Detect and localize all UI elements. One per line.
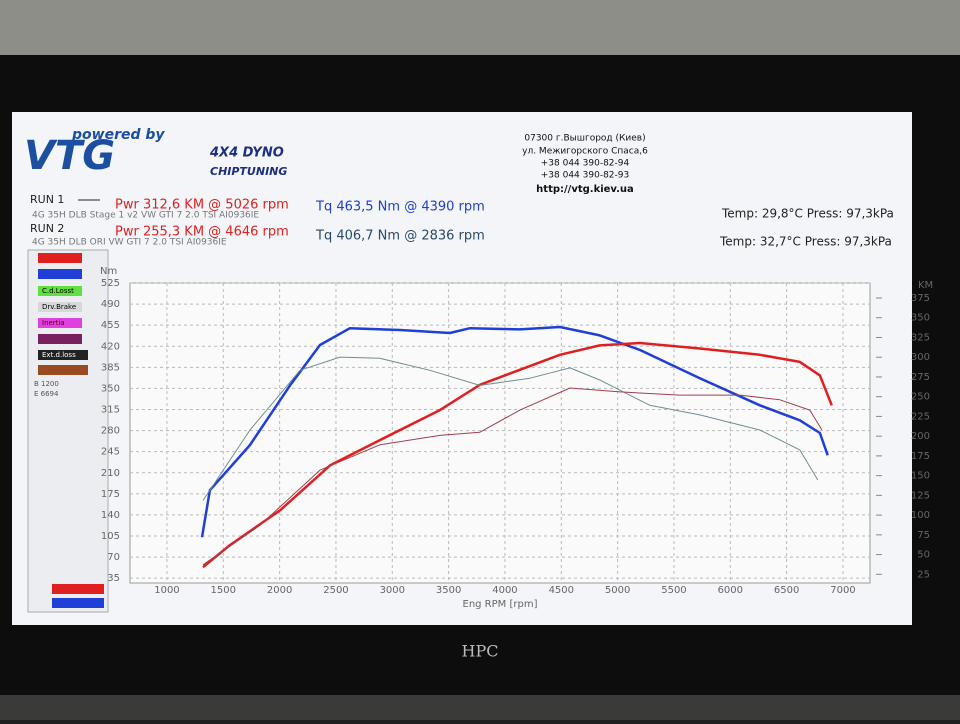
- y2-axis-label: KM: [918, 280, 933, 291]
- y-tick-label: 70: [107, 552, 120, 563]
- plot-area: [129, 282, 871, 584]
- y-tick-label: 315: [101, 405, 120, 416]
- address-line: 07300 г.Вышгород (Киев): [524, 134, 645, 144]
- monitor-brand: HPC: [462, 642, 499, 661]
- x-tick-label: 6000: [718, 585, 743, 596]
- address-link: http://vtg.kiev.ua: [536, 184, 634, 195]
- chiptuning-label: CHIPTUNING: [210, 165, 287, 178]
- y-tick-label: 245: [101, 447, 120, 458]
- y2-tick-label: 300: [911, 352, 930, 363]
- run-conditions: Temp: 32,7°C Press: 97,3kPa: [719, 235, 892, 249]
- y2-tick-label: 250: [911, 392, 930, 403]
- legend-swatch[interactable]: [38, 253, 82, 263]
- y2-tick-label: 350: [911, 313, 930, 324]
- y2-tick-label: 125: [911, 490, 930, 501]
- y-tick-label: 280: [101, 426, 120, 437]
- y2-tick-label: 275: [911, 372, 930, 383]
- y2-tick-label: 50: [917, 550, 930, 561]
- x-tick-label: 7000: [830, 585, 855, 596]
- x-tick-label: 2500: [323, 585, 348, 596]
- x-tick-label: 1000: [154, 585, 179, 596]
- run-conditions: Temp: 29,8°C Press: 97,3kPa: [721, 207, 894, 221]
- run-label: RUN 2: [30, 222, 64, 235]
- legend-swatch[interactable]: [52, 584, 104, 594]
- y2-tick-label: 150: [911, 471, 930, 482]
- address-line: ул. Межигорского Спаса,6: [522, 147, 648, 157]
- run-torque: Tq 406,7 Nm @ 2836 rpm: [315, 229, 485, 244]
- data-line: [200, 325, 829, 538]
- panel-note: E 6694: [34, 390, 59, 398]
- x-tick-label: 3500: [436, 585, 461, 596]
- address: 07300 г.Вышгород (Киев) ул. Межигорского…: [522, 134, 648, 196]
- run-power: Pwr 255,3 KM @ 4646 rpm: [115, 225, 289, 240]
- run-car: 4G 35H DLB ORI VW GTI 7 2.0 TSI AI0936IE: [32, 238, 227, 248]
- y-tick-label: 350: [101, 383, 120, 394]
- y-tick-label: 35: [107, 573, 120, 584]
- address-line: +38 044 390-82-93: [541, 171, 629, 181]
- y2-tick-label: 100: [911, 510, 930, 521]
- y-tick-label: 455: [101, 320, 120, 331]
- data-line: [202, 387, 823, 566]
- y-tick-label: 140: [101, 510, 120, 521]
- x-tick-label: 4500: [549, 585, 574, 596]
- x-tick-label: 3000: [380, 585, 405, 596]
- panel-button[interactable]: [38, 302, 82, 312]
- wall: [0, 0, 960, 55]
- legend-swatch[interactable]: [38, 269, 82, 279]
- run-car: 4G 35H DLB Stage 1 v2 VW GTI 7 2.0 TSI A…: [32, 211, 259, 221]
- panel-button[interactable]: [38, 365, 88, 375]
- panel-button[interactable]: [38, 350, 88, 360]
- y-tick-label: 385: [101, 362, 120, 373]
- powered-by: powered by: [71, 127, 165, 143]
- run-label: RUN 1: [30, 193, 64, 206]
- data-line: [202, 341, 833, 569]
- y-axis-label: Nm: [100, 266, 117, 277]
- panel-button[interactable]: [38, 318, 82, 328]
- y2-tick-label: 225: [911, 411, 930, 422]
- brand-logo: VTG: [24, 133, 115, 179]
- x-tick-label: 1500: [211, 585, 236, 596]
- y2-tick-label: 25: [917, 569, 930, 580]
- data-line: [202, 356, 819, 501]
- y-tick-label: 210: [101, 468, 120, 479]
- y2-tick-label: 200: [911, 431, 930, 442]
- panel-note: B 1200: [34, 380, 59, 388]
- panel-item: Drv.Brake: [42, 303, 76, 311]
- dyno-label: 4X4 DYNO: [209, 146, 284, 161]
- y-tick-label: 175: [101, 489, 120, 500]
- y2-tick-label: 175: [911, 451, 930, 462]
- x-tick-label: 4000: [492, 585, 517, 596]
- y-tick-label: 105: [101, 531, 120, 542]
- x-tick-label: 6500: [774, 585, 799, 596]
- y-tick-label: 420: [101, 341, 120, 352]
- address-line: +38 044 390-82-94: [541, 159, 630, 169]
- run-power: Pwr 312,6 KM @ 5026 rpm: [115, 198, 289, 213]
- panel-item: C.d.Losst: [42, 287, 74, 295]
- y2-tick-label: 375: [911, 293, 930, 304]
- x-tick-label: 5500: [661, 585, 686, 596]
- panel-item: Ext.d.loss: [42, 351, 76, 359]
- panel-item: Inertia: [42, 319, 65, 327]
- panel-button[interactable]: [38, 334, 82, 344]
- x-tick-label: 5000: [605, 585, 630, 596]
- panel-button[interactable]: [38, 286, 82, 296]
- x-tick-label: 2000: [267, 585, 292, 596]
- run-torque: Tq 463,5 Nm @ 4390 rpm: [315, 200, 485, 215]
- y-tick-label: 525: [101, 278, 120, 289]
- y2-tick-label: 75: [917, 530, 930, 541]
- x-axis-label: Eng RPM [rpm]: [463, 599, 538, 610]
- legend-swatch[interactable]: [52, 598, 104, 608]
- desk: [0, 695, 960, 720]
- y-tick-label: 490: [101, 299, 120, 310]
- y2-tick-label: 325: [911, 332, 930, 343]
